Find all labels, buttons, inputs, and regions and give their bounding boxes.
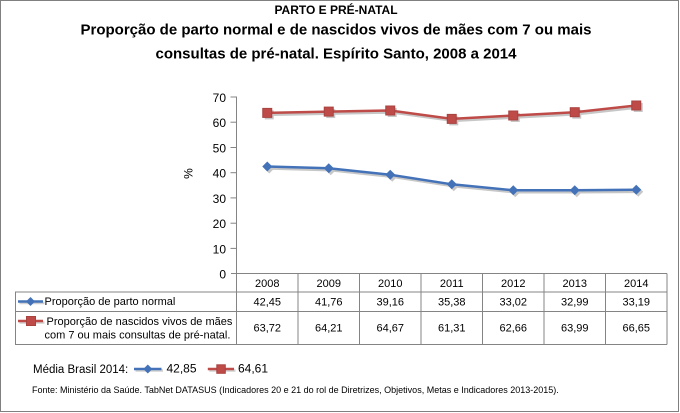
svg-text:39,16: 39,16 (376, 297, 404, 309)
svg-text:40: 40 (213, 167, 227, 181)
svg-text:Fonte: Ministério da Saúde. Ta: Fonte: Ministério da Saúde. TabNet DATAS… (32, 385, 559, 395)
svg-text:61,31: 61,31 (438, 323, 466, 335)
svg-text:50: 50 (213, 142, 227, 156)
svg-text:2014: 2014 (624, 278, 648, 290)
svg-text:10: 10 (213, 242, 227, 256)
svg-text:Proporção de parto normal: Proporção de parto normal (45, 296, 176, 308)
svg-text:2008: 2008 (255, 278, 279, 290)
svg-text:70: 70 (213, 91, 227, 105)
svg-text:64,21: 64,21 (315, 323, 343, 335)
svg-text:2013: 2013 (563, 278, 587, 290)
svg-text:2009: 2009 (317, 278, 341, 290)
svg-text:Proporção de parto normal e de: Proporção de parto normal e de nascidos … (80, 22, 591, 39)
svg-text:2011: 2011 (440, 278, 464, 290)
svg-text:60: 60 (213, 116, 227, 130)
svg-text:Média Brasil 2014:: Média Brasil 2014: (33, 364, 128, 376)
svg-text:32,99: 32,99 (561, 297, 589, 309)
svg-text:PARTO E PRÉ-NATAL: PARTO E PRÉ-NATAL (274, 2, 397, 17)
svg-text:com 7 ou mais consultas de pré: com 7 ou mais consultas de pré-natal. (45, 330, 231, 342)
svg-text:42,45: 42,45 (253, 297, 281, 309)
svg-text:2010: 2010 (378, 278, 402, 290)
svg-text:42,85: 42,85 (167, 362, 197, 376)
svg-text:2012: 2012 (501, 278, 525, 290)
svg-text:66,65: 66,65 (622, 323, 650, 335)
svg-text:%: % (182, 168, 196, 179)
svg-text:Proporção de nascidos vivos de: Proporção de nascidos vivos de mães (47, 316, 233, 328)
svg-text:63,99: 63,99 (561, 323, 589, 335)
svg-text:consultas de pré-natal. Espíri: consultas de pré-natal. Espírito Santo, … (156, 46, 518, 63)
svg-text:35,38: 35,38 (438, 297, 466, 309)
svg-text:33,02: 33,02 (499, 297, 527, 309)
svg-text:0: 0 (219, 268, 226, 282)
svg-text:41,76: 41,76 (315, 297, 343, 309)
svg-text:20: 20 (213, 217, 227, 231)
svg-text:64,61: 64,61 (238, 362, 268, 376)
svg-text:30: 30 (213, 192, 227, 206)
svg-text:63,72: 63,72 (253, 323, 281, 335)
svg-text:62,66: 62,66 (499, 323, 527, 335)
svg-text:33,19: 33,19 (622, 297, 650, 309)
svg-text:64,67: 64,67 (376, 323, 404, 335)
